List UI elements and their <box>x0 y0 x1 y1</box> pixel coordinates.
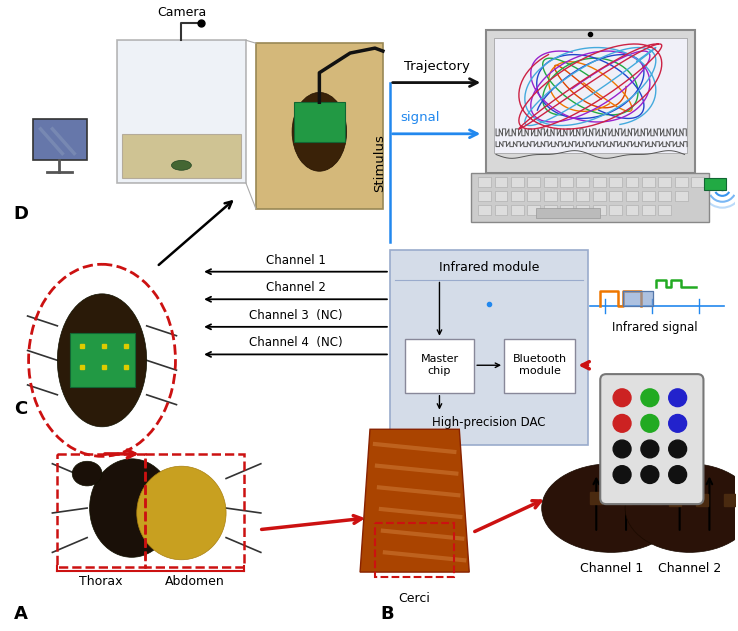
Ellipse shape <box>171 160 191 170</box>
Ellipse shape <box>89 459 174 557</box>
FancyBboxPatch shape <box>527 204 540 215</box>
Ellipse shape <box>625 464 738 552</box>
FancyBboxPatch shape <box>642 204 655 215</box>
FancyBboxPatch shape <box>494 38 686 153</box>
FancyBboxPatch shape <box>576 204 590 215</box>
Circle shape <box>613 466 631 483</box>
Text: signal: signal <box>400 111 439 124</box>
Circle shape <box>613 415 631 432</box>
Circle shape <box>641 466 659 483</box>
Text: Bluetooth
module: Bluetooth module <box>513 355 567 376</box>
FancyBboxPatch shape <box>675 177 688 187</box>
FancyBboxPatch shape <box>675 191 688 201</box>
Text: Channel 4  (NC): Channel 4 (NC) <box>249 336 342 350</box>
FancyBboxPatch shape <box>256 43 383 209</box>
Text: Stimulus: Stimulus <box>373 134 387 192</box>
FancyBboxPatch shape <box>527 177 540 187</box>
Ellipse shape <box>58 294 147 427</box>
FancyBboxPatch shape <box>600 374 703 504</box>
Text: Camera: Camera <box>156 6 206 18</box>
Circle shape <box>613 440 631 458</box>
FancyBboxPatch shape <box>494 204 508 215</box>
Circle shape <box>669 389 686 406</box>
Polygon shape <box>623 292 653 306</box>
FancyBboxPatch shape <box>576 177 590 187</box>
FancyBboxPatch shape <box>626 204 638 215</box>
Circle shape <box>669 440 686 458</box>
FancyBboxPatch shape <box>32 119 87 160</box>
FancyBboxPatch shape <box>294 102 345 142</box>
FancyBboxPatch shape <box>593 191 606 201</box>
FancyBboxPatch shape <box>117 40 246 183</box>
FancyBboxPatch shape <box>544 204 556 215</box>
FancyBboxPatch shape <box>504 339 576 393</box>
FancyBboxPatch shape <box>122 134 241 178</box>
FancyBboxPatch shape <box>544 191 556 201</box>
FancyBboxPatch shape <box>642 177 655 187</box>
FancyBboxPatch shape <box>658 191 671 201</box>
FancyBboxPatch shape <box>593 177 606 187</box>
Text: D: D <box>14 204 29 223</box>
FancyBboxPatch shape <box>511 177 524 187</box>
Circle shape <box>669 466 686 483</box>
Text: Trajectory: Trajectory <box>404 60 469 73</box>
FancyBboxPatch shape <box>478 191 491 201</box>
FancyBboxPatch shape <box>70 333 135 387</box>
FancyBboxPatch shape <box>658 204 671 215</box>
Text: High-precision DAC: High-precision DAC <box>432 416 546 429</box>
FancyBboxPatch shape <box>593 204 606 215</box>
FancyBboxPatch shape <box>478 204 491 215</box>
FancyBboxPatch shape <box>658 177 671 187</box>
FancyBboxPatch shape <box>576 191 590 201</box>
FancyBboxPatch shape <box>404 339 475 393</box>
Polygon shape <box>360 429 469 572</box>
FancyBboxPatch shape <box>642 191 655 201</box>
FancyBboxPatch shape <box>511 204 524 215</box>
FancyBboxPatch shape <box>494 177 508 187</box>
FancyBboxPatch shape <box>478 177 491 187</box>
Text: Channel 3  (NC): Channel 3 (NC) <box>249 309 342 322</box>
FancyBboxPatch shape <box>626 191 638 201</box>
FancyBboxPatch shape <box>609 204 622 215</box>
FancyBboxPatch shape <box>626 177 638 187</box>
FancyBboxPatch shape <box>511 191 524 201</box>
FancyBboxPatch shape <box>536 208 600 218</box>
Ellipse shape <box>72 461 102 486</box>
Text: Channel 2: Channel 2 <box>658 562 721 575</box>
Text: Master
chip: Master chip <box>421 355 458 376</box>
Text: Thorax: Thorax <box>79 575 123 588</box>
FancyBboxPatch shape <box>494 191 508 201</box>
Circle shape <box>641 440 659 458</box>
Text: Infrared module: Infrared module <box>439 261 539 274</box>
FancyBboxPatch shape <box>609 191 622 201</box>
FancyBboxPatch shape <box>544 177 556 187</box>
FancyBboxPatch shape <box>472 173 709 223</box>
Text: Abdomen: Abdomen <box>165 575 224 588</box>
Text: Channel 1: Channel 1 <box>266 254 325 267</box>
Text: C: C <box>14 401 27 418</box>
Text: B: B <box>380 606 393 623</box>
FancyBboxPatch shape <box>560 204 573 215</box>
FancyBboxPatch shape <box>486 30 694 173</box>
Text: Cerci: Cerci <box>399 592 430 604</box>
FancyBboxPatch shape <box>609 177 622 187</box>
FancyBboxPatch shape <box>560 177 573 187</box>
Text: Infrared signal: Infrared signal <box>612 321 697 334</box>
FancyBboxPatch shape <box>705 178 726 190</box>
Circle shape <box>613 389 631 406</box>
FancyBboxPatch shape <box>527 191 540 201</box>
FancyBboxPatch shape <box>390 250 588 445</box>
Circle shape <box>641 415 659 432</box>
FancyBboxPatch shape <box>691 177 704 187</box>
Text: Channel 2: Channel 2 <box>266 281 325 294</box>
Circle shape <box>641 389 659 406</box>
Ellipse shape <box>542 464 680 552</box>
FancyBboxPatch shape <box>560 191 573 201</box>
Text: A: A <box>14 606 27 623</box>
Circle shape <box>669 415 686 432</box>
Ellipse shape <box>137 466 226 560</box>
Text: Channel 1: Channel 1 <box>579 562 643 575</box>
Ellipse shape <box>292 92 347 171</box>
